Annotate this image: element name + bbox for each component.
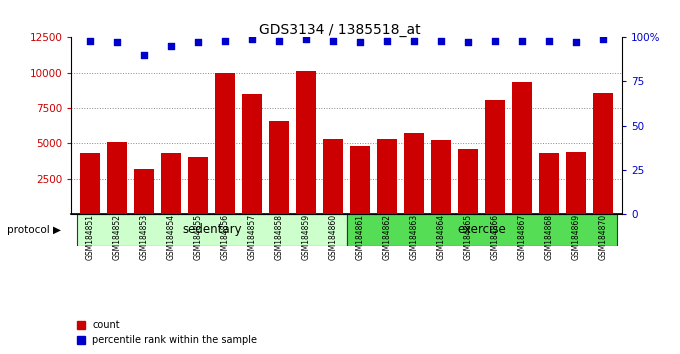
Point: [517, 38, 528, 44]
Bar: [107, 143, 127, 214]
Bar: [134, 169, 154, 214]
Text: GSM184856: GSM184856: [221, 214, 230, 260]
Point: [112, 40, 123, 45]
Point: [544, 38, 555, 44]
Text: GSM184857: GSM184857: [248, 214, 257, 260]
Legend: count, percentile rank within the sample: count, percentile rank within the sample: [73, 316, 261, 349]
Text: GSM184858: GSM184858: [275, 214, 284, 260]
Point: [409, 38, 420, 44]
Bar: [377, 139, 397, 214]
Text: sedentary: sedentary: [182, 223, 241, 236]
Bar: [161, 153, 182, 214]
Text: GSM184855: GSM184855: [194, 214, 203, 260]
Point: [463, 40, 474, 45]
Text: GSM184866: GSM184866: [491, 214, 500, 260]
Bar: [485, 100, 505, 214]
Bar: [350, 146, 371, 214]
Text: GSM184862: GSM184862: [383, 214, 392, 260]
Point: [571, 40, 582, 45]
Text: GSM184870: GSM184870: [599, 214, 608, 260]
Text: GSM184859: GSM184859: [302, 214, 311, 260]
Bar: [431, 141, 452, 214]
Text: GSM184860: GSM184860: [329, 214, 338, 260]
Point: [193, 40, 204, 45]
Text: GSM184864: GSM184864: [437, 214, 446, 260]
Text: GSM184851: GSM184851: [86, 214, 95, 260]
Text: GSM184868: GSM184868: [545, 214, 554, 260]
Text: GSM184854: GSM184854: [167, 214, 176, 260]
Point: [301, 36, 311, 42]
Bar: [215, 73, 235, 214]
Text: exercise: exercise: [458, 223, 506, 236]
Bar: [323, 139, 343, 214]
Bar: [77, 214, 347, 246]
Point: [85, 38, 96, 44]
Bar: [458, 149, 479, 214]
Point: [436, 38, 447, 44]
Point: [220, 38, 231, 44]
Point: [598, 36, 609, 42]
Bar: [80, 153, 101, 214]
Text: GSM184863: GSM184863: [410, 214, 419, 260]
Point: [274, 38, 285, 44]
Bar: [539, 153, 560, 214]
Text: GSM184869: GSM184869: [572, 214, 581, 260]
Text: GSM184852: GSM184852: [113, 214, 122, 260]
Bar: [512, 82, 532, 214]
Text: GSM184853: GSM184853: [140, 214, 149, 260]
Point: [355, 40, 366, 45]
Text: GSM184867: GSM184867: [517, 214, 527, 260]
Text: GSM184861: GSM184861: [356, 214, 364, 260]
Bar: [347, 214, 617, 246]
Bar: [593, 93, 613, 214]
Bar: [242, 95, 262, 214]
Bar: [269, 121, 290, 214]
Bar: [404, 133, 424, 214]
Bar: [296, 71, 316, 214]
Point: [139, 52, 150, 58]
Point: [247, 36, 258, 42]
Bar: [566, 152, 586, 214]
Text: protocol ▶: protocol ▶: [7, 225, 61, 235]
Point: [166, 43, 177, 49]
Point: [490, 38, 500, 44]
Text: GDS3134 / 1385518_at: GDS3134 / 1385518_at: [259, 23, 421, 37]
Point: [382, 38, 393, 44]
Bar: [188, 157, 209, 214]
Point: [328, 38, 339, 44]
Text: GSM184865: GSM184865: [464, 214, 473, 260]
